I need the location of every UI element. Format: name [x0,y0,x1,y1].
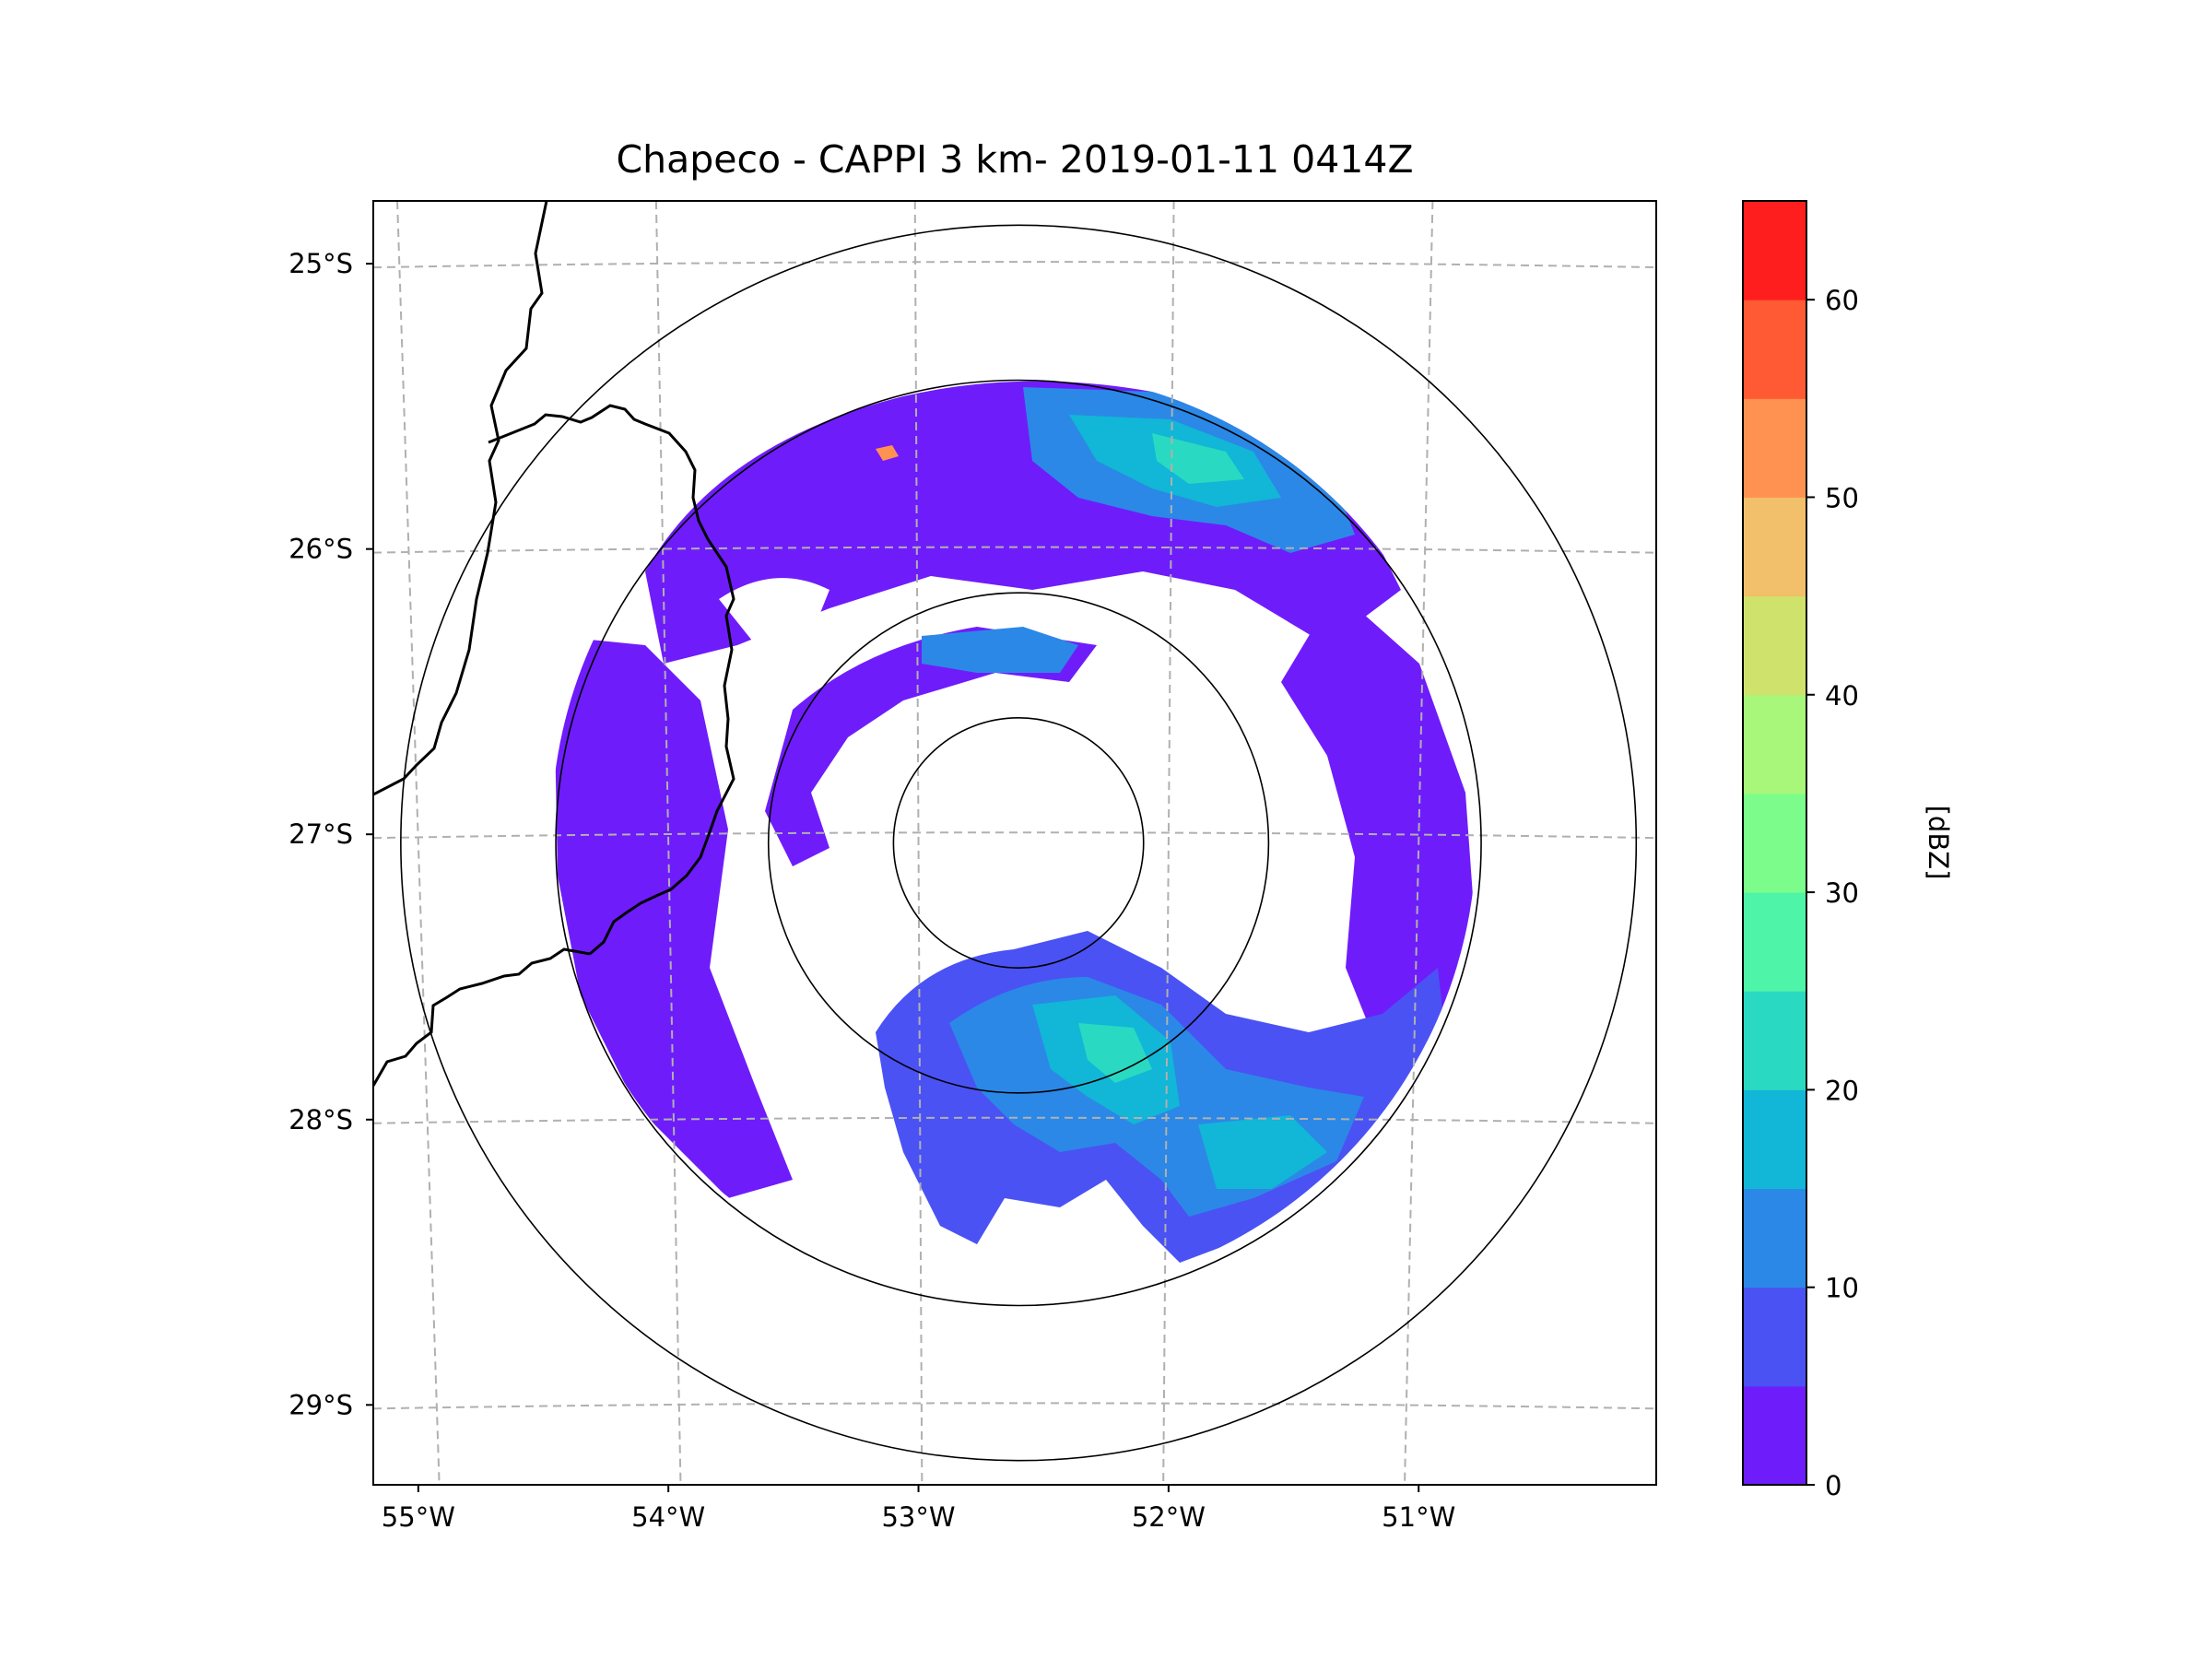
colorbar-segment-3 [1743,1089,1806,1190]
lat-tick-label-1: 26°S [288,534,353,565]
map-axes: 25°S 26°S 27°S 28°S 29°S 55°W 54°W 53°W 52°W 51°… [288,200,1657,1533]
colorbar-label: [dBZ] [1923,806,1954,880]
lon-tick-label-4: 51°W [1382,1501,1455,1533]
colorbar-tick-label-4: 40 [1825,680,1859,712]
gridline-lat-1 [373,546,1656,554]
colorbar-segment-6 [1743,793,1806,893]
border-line-north [373,201,548,796]
colorbar-frame [1742,200,1807,1486]
colorbar-tick-label-2: 20 [1825,1075,1859,1106]
colorbar-tick-label-3: 30 [1825,877,1859,909]
colorbar-segment-1 [1743,1287,1806,1387]
state-borders [373,201,735,1087]
lat-tick-label-3: 28°S [288,1104,353,1135]
gridline-lat-4 [373,1402,1656,1410]
gridline-lon-4 [1404,201,1434,1485]
echo-clear-gap-2 [1152,664,1309,830]
colorbar-ticks: 0 10 20 30 40 50 60 [1806,285,1859,1501]
lat-tick-label-0: 25°S [288,248,353,279]
colorbar-segment-4 [1743,991,1806,1090]
colorbar: 0 10 20 30 40 50 60 [dBZ] [1742,200,1954,1501]
colorbar-segment-5 [1743,892,1806,992]
lat-tick-label-4: 29°S [288,1389,353,1420]
echo-southeast-core [1198,1115,1327,1189]
radar-echo-layer [553,381,1475,1263]
echo-clear-gap-3 [774,922,885,1032]
colorbar-segment-10 [1743,398,1806,498]
latitude-axis: 25°S 26°S 27°S 28°S 29°S [288,248,373,1420]
echo-central-moderate [922,627,1078,673]
echo-intense-cell [876,445,899,461]
gridline-lon-1 [654,201,682,1485]
border-line-south [373,947,591,1087]
colorbar-tick-label-1: 10 [1825,1273,1859,1304]
graticule [373,201,1656,1485]
colorbar-segment-7 [1743,694,1806,794]
border-line-east [488,404,735,956]
range-ring-3 [400,224,1638,1462]
gridline-lon-2 [913,201,924,1485]
colorbar-tick-label-5: 50 [1825,482,1859,513]
echo-clear-gap-1 [719,578,830,645]
colorbar-segment-9 [1743,497,1806,597]
echo-northeast-strong [1152,433,1244,484]
gridline-lon-0 [396,201,441,1485]
lon-tick-label-3: 52°W [1132,1501,1206,1533]
colorbar-segment-0 [1743,1385,1806,1486]
colorbar-segments [1743,201,1806,1486]
map-frame [372,200,1657,1486]
gridline-lat-0 [373,261,1656,269]
lat-tick-label-2: 27°S [288,818,353,850]
echo-east-weak [1281,590,1475,1060]
colorbar-segment-11 [1743,300,1806,399]
longitude-axis: 55°W 54°W 53°W 52°W 51°W [382,1485,1455,1533]
echo-west-weak [553,636,793,1198]
lon-tick-label-1: 54°W [631,1501,705,1533]
echo-south-strong-core [1078,1023,1152,1083]
colorbar-segment-8 [1743,595,1806,696]
lon-tick-label-0: 55°W [382,1501,455,1533]
range-ring-0 [892,717,1145,969]
colorbar-tick-label-0: 0 [1825,1470,1841,1501]
range-rings [400,224,1638,1462]
lon-tick-label-2: 53°W [881,1501,955,1533]
colorbar-segment-12 [1743,201,1806,300]
range-ring-2 [555,379,1482,1307]
gridline-lat-2 [373,831,1656,840]
gridline-lat-3 [373,1116,1656,1124]
chart-title: Chapeco - CAPPI 3 km- 2019-01-11 0414Z [616,137,1413,182]
range-ring-1 [767,592,1270,1094]
gridline-lon-3 [1162,201,1175,1485]
echo-inner-band [765,627,1097,866]
colorbar-tick-label-6: 60 [1825,285,1859,316]
colorbar-segment-2 [1743,1188,1806,1288]
